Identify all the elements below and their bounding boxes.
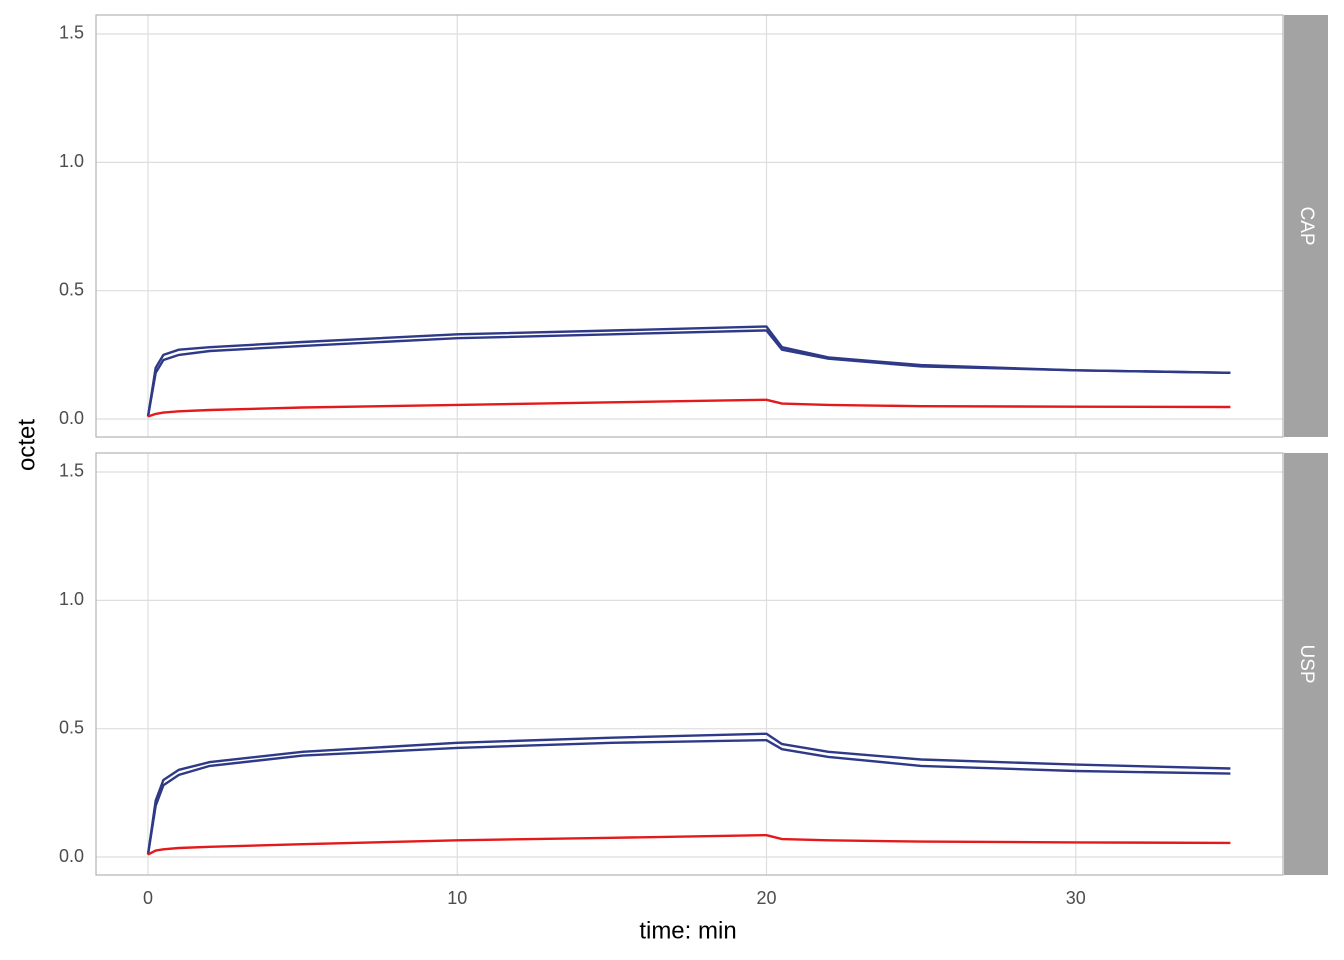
y-tick-label: 1.0 bbox=[59, 151, 84, 171]
y-tick-label: 0.5 bbox=[59, 717, 84, 737]
strip-label: CAP bbox=[1296, 206, 1317, 245]
y-tick-label: 0.0 bbox=[59, 408, 84, 428]
y-axis-title: octet bbox=[13, 419, 40, 471]
line bbox=[146, 329, 1231, 417]
panel-border bbox=[95, 452, 1284, 876]
x-tick-label: 10 bbox=[447, 888, 467, 908]
strip-label: USP bbox=[1296, 644, 1317, 683]
y-tick-label: 0.5 bbox=[59, 279, 84, 299]
x-tick-label: 30 bbox=[1066, 888, 1086, 908]
y-tick-label: 1.5 bbox=[59, 23, 84, 43]
line bbox=[146, 325, 1231, 417]
y-tick-label: 1.0 bbox=[59, 589, 84, 609]
line bbox=[147, 834, 1231, 856]
panel-border bbox=[95, 14, 1284, 438]
x-axis-title: time: min bbox=[639, 917, 736, 944]
strip bbox=[1284, 15, 1328, 437]
line bbox=[146, 732, 1231, 855]
y-tick-label: 0.0 bbox=[59, 846, 84, 866]
strip bbox=[1284, 453, 1328, 875]
line bbox=[147, 398, 1231, 418]
x-tick-label: 20 bbox=[756, 888, 776, 908]
y-tick-label: 1.5 bbox=[59, 461, 84, 481]
line bbox=[146, 739, 1231, 855]
x-tick-label: 0 bbox=[143, 888, 153, 908]
